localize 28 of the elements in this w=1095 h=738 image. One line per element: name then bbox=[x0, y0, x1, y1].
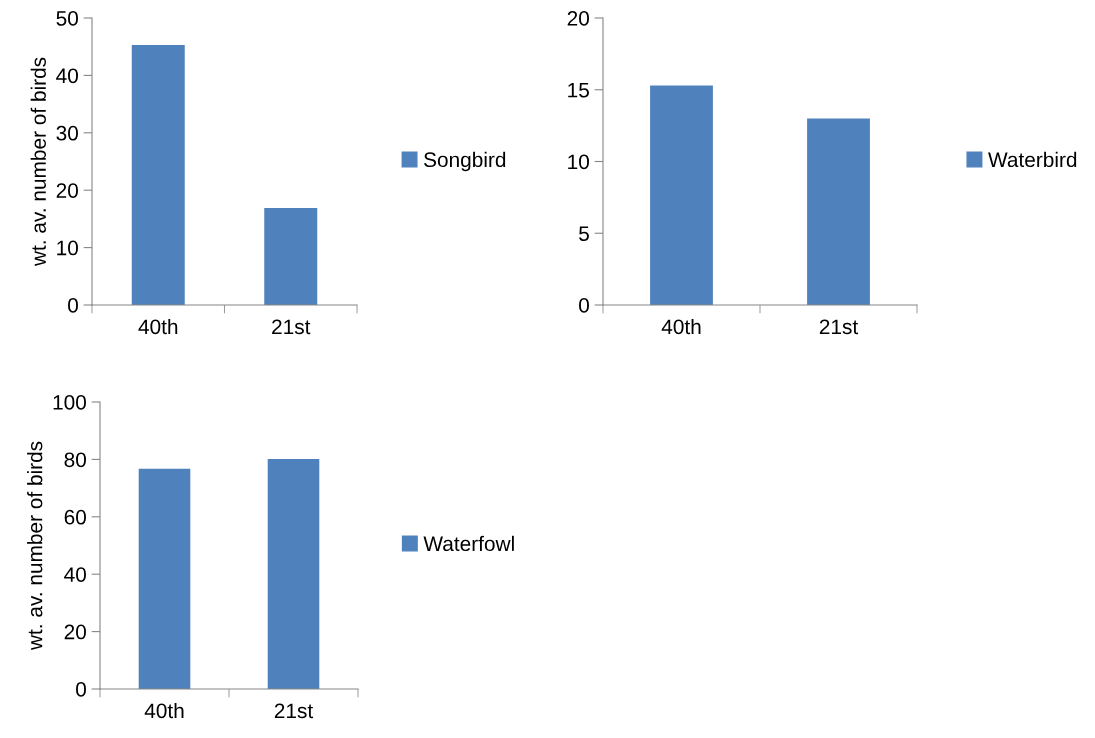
x-tick-label: 40th bbox=[661, 318, 701, 335]
y-tick-label: 30 bbox=[56, 125, 78, 141]
legend-label: Waterbird bbox=[988, 151, 1077, 168]
y-tick-label: 50 bbox=[56, 11, 78, 26]
y-tick-label: 80 bbox=[64, 452, 86, 468]
y-tick-label: 0 bbox=[579, 298, 589, 313]
y-tick-label: 0 bbox=[68, 298, 78, 313]
y-tick-label: 20 bbox=[64, 624, 86, 640]
x-tick-label: 21st bbox=[819, 319, 859, 335]
y-tick-label: 5 bbox=[579, 226, 589, 241]
y-axis-title: wt. av. number of birds bbox=[30, 57, 46, 267]
y-tick-label: 10 bbox=[57, 240, 78, 256]
y-tick-label: 60 bbox=[64, 509, 86, 525]
y-axis-title: wt. av. number of birds bbox=[27, 441, 43, 651]
y-tick-label: 10 bbox=[568, 154, 589, 170]
y-tick-label: 0 bbox=[76, 682, 86, 697]
y-tick-label: 100 bbox=[53, 395, 86, 410]
x-tick-label: 21st bbox=[272, 319, 311, 335]
y-tick-label: 40 bbox=[64, 567, 86, 582]
x-tick-label: 40th bbox=[138, 318, 178, 335]
y-tick-label: 40 bbox=[56, 68, 78, 84]
legend-label: Waterfowl bbox=[423, 535, 514, 552]
x-tick-label: 21st bbox=[274, 703, 314, 719]
y-tick-label: 15 bbox=[568, 82, 589, 98]
y-tick-label: 20 bbox=[56, 183, 78, 198]
x-tick-label: 40th bbox=[144, 702, 184, 719]
y-tick-label: 20 bbox=[567, 11, 589, 26]
legend-label: Songbird bbox=[424, 151, 506, 172]
